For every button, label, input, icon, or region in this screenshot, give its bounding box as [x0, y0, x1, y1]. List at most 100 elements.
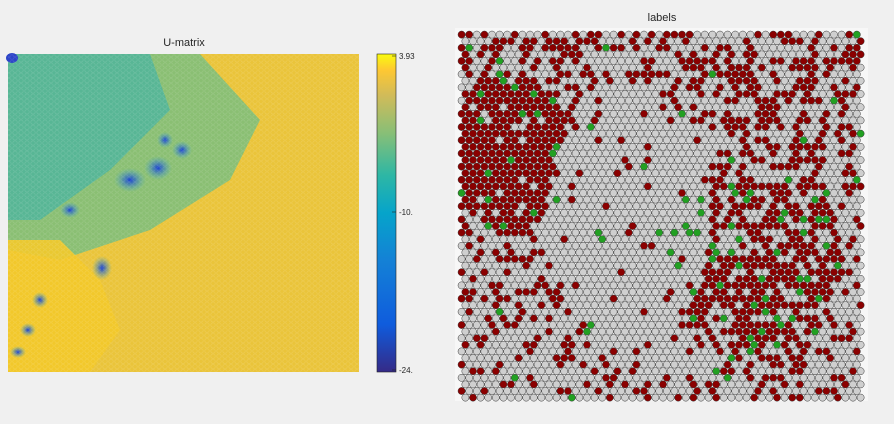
label-cell — [833, 380, 842, 389]
label-cell — [571, 162, 580, 171]
label-cell — [640, 202, 648, 211]
label-cell — [780, 103, 789, 112]
label-cell — [567, 288, 576, 296]
label-cell — [586, 175, 595, 184]
label-cell — [833, 301, 842, 310]
label-cell — [723, 136, 732, 145]
label-cell — [465, 334, 474, 343]
label-cell — [461, 222, 470, 230]
label-cell — [693, 175, 702, 184]
label-cell — [643, 235, 652, 244]
label-cell — [457, 96, 466, 105]
label-cell — [788, 76, 797, 85]
label-cell — [803, 393, 812, 402]
label-cell — [628, 354, 637, 362]
label-cell — [472, 215, 481, 224]
label-cell — [586, 123, 595, 131]
label-cell — [602, 281, 610, 290]
label-cell — [628, 182, 637, 191]
label-cell — [484, 208, 493, 217]
label-cell — [526, 70, 534, 79]
label-cell — [799, 136, 808, 145]
label-cell — [742, 50, 751, 59]
label-cell — [765, 182, 774, 191]
label-cell — [674, 248, 683, 257]
label-cell — [856, 90, 865, 98]
label-cell — [628, 393, 637, 402]
label-cell — [841, 354, 850, 362]
label-cell — [837, 360, 846, 369]
label-cell — [689, 156, 698, 164]
label-cell — [784, 175, 793, 184]
label-cell — [818, 274, 827, 283]
label-cell — [560, 367, 569, 376]
label-cell — [461, 195, 470, 204]
label-cell — [788, 103, 797, 112]
label-cell — [503, 162, 512, 171]
label-cell — [647, 96, 656, 105]
label-cell — [533, 268, 542, 277]
label-cell — [659, 235, 667, 244]
label-cell — [678, 162, 686, 171]
label-cell — [571, 241, 580, 250]
label-cell — [605, 222, 614, 230]
label-cell — [495, 321, 504, 329]
label-cell — [476, 116, 485, 125]
label-cell — [731, 307, 740, 316]
label-cell — [469, 208, 477, 217]
label-cell — [731, 109, 740, 118]
label-cell — [647, 189, 656, 197]
label-cell — [560, 90, 569, 98]
label-cell — [640, 109, 648, 118]
label-cell — [609, 347, 618, 356]
label-cell — [750, 37, 759, 46]
label-cell — [795, 208, 804, 217]
label-cell — [465, 109, 474, 118]
label-cell — [636, 235, 645, 244]
label-cell — [598, 208, 607, 217]
label-cell — [780, 274, 789, 283]
label-cell — [476, 76, 485, 85]
label-cell — [655, 215, 664, 224]
label-cell — [681, 169, 690, 178]
label-cell — [731, 228, 740, 237]
label-cell — [833, 261, 842, 270]
label-cell — [647, 321, 656, 329]
label-cell — [852, 268, 861, 277]
label-cell — [613, 169, 622, 178]
label-cell — [780, 50, 789, 59]
label-cell — [586, 202, 595, 211]
label-cell — [533, 149, 542, 158]
label-cell — [526, 228, 534, 237]
label-cell — [457, 307, 466, 316]
label-cell — [773, 327, 781, 336]
label-cell — [457, 57, 466, 65]
label-cell — [491, 222, 500, 230]
label-cell — [693, 96, 702, 105]
label-cell — [480, 83, 489, 92]
label-cell — [529, 90, 538, 98]
label-cell — [655, 175, 664, 184]
label-cell — [757, 354, 766, 362]
label-cell — [662, 268, 671, 277]
label-cell — [822, 109, 831, 118]
label-cell — [488, 215, 496, 224]
label-cell — [575, 116, 584, 125]
label-cell — [461, 90, 470, 98]
label-cell — [822, 228, 831, 237]
label-cell — [685, 136, 694, 145]
label-cell — [776, 149, 785, 158]
label-cell — [784, 189, 793, 197]
label-cell — [621, 156, 629, 164]
label-cell — [788, 367, 797, 376]
label-cell — [541, 281, 550, 290]
label-cell — [731, 347, 740, 356]
label-cell — [598, 235, 607, 244]
label-cell — [507, 288, 515, 296]
label-cell — [803, 63, 812, 72]
label-cell — [773, 354, 781, 362]
label-cell — [750, 314, 759, 323]
label-cell — [476, 380, 485, 389]
label-cell — [571, 70, 580, 79]
